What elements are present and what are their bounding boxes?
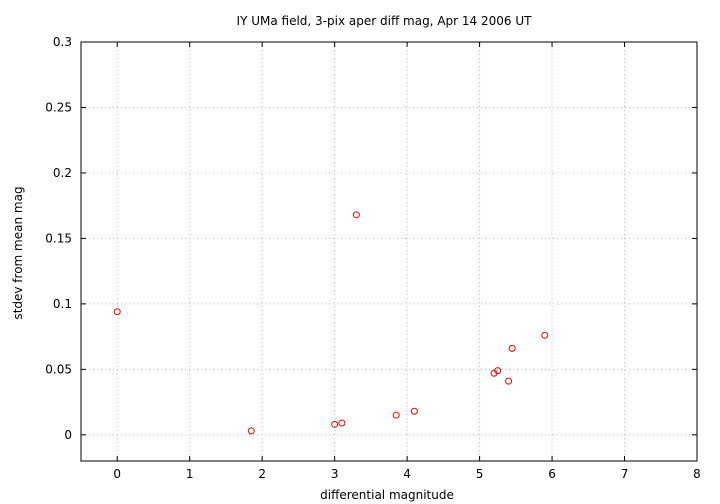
data-point <box>113 308 121 316</box>
y-tick-label: 0.25 <box>45 100 72 114</box>
x-tick-label: 2 <box>258 467 266 481</box>
data-point <box>392 411 400 419</box>
data-point <box>505 377 513 385</box>
data-point <box>508 344 516 352</box>
x-tick-label: 1 <box>186 467 194 481</box>
y-tick-label: 0.15 <box>45 231 72 245</box>
plot-frame <box>80 41 698 462</box>
y-axis-label: stdev from mean mag <box>11 186 25 319</box>
x-tick-label: 7 <box>621 467 629 481</box>
y-tick-label: 0 <box>64 428 72 442</box>
x-tick-label: 4 <box>403 467 411 481</box>
x-tick-label: 6 <box>548 467 556 481</box>
y-tick-label: 0.3 <box>53 35 72 49</box>
axis-ticks: 0 1 2 3 4 5 6 7 8 0 0.05 0.1 0.15 0.2 0.25 0.3 <box>45 35 701 481</box>
data-point <box>352 211 360 219</box>
x-tick-label: 0 <box>113 467 121 481</box>
data-point <box>247 427 255 435</box>
data-point <box>541 331 549 339</box>
y-tick-label: 0.2 <box>53 166 72 180</box>
data-point <box>338 419 346 427</box>
y-tick-label: 0.1 <box>53 297 72 311</box>
grid-lines <box>81 41 698 461</box>
chart-title: IY UMa field, 3-pix aper diff mag, Apr 1… <box>237 14 533 28</box>
data-point <box>494 367 502 375</box>
data-point <box>331 420 339 428</box>
x-axis-label: differential magnitude <box>320 488 454 502</box>
x-tick-label: 8 <box>693 467 701 481</box>
y-tick-label: 0.05 <box>45 362 72 376</box>
data-points <box>113 211 549 435</box>
x-tick-label: 5 <box>476 467 484 481</box>
data-point <box>410 407 418 415</box>
x-tick-label: 3 <box>331 467 339 481</box>
